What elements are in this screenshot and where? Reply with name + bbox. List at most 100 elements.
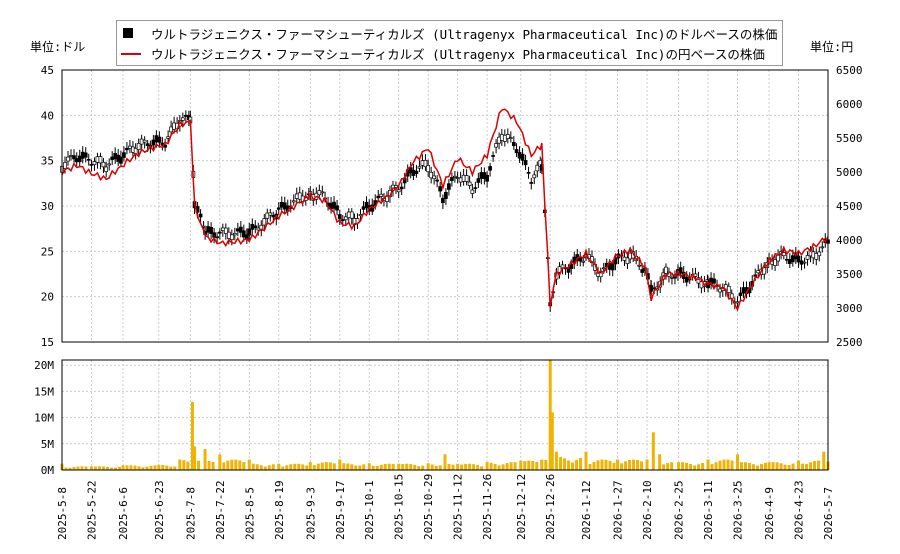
candle-body bbox=[86, 158, 91, 161]
x-tick-label: 2025-5-22 bbox=[85, 480, 98, 540]
volume-bar bbox=[413, 464, 417, 470]
candle-body bbox=[529, 182, 534, 184]
candle-body bbox=[139, 138, 144, 145]
x-tick-label: 2025-12-12 bbox=[515, 474, 528, 540]
candle-body bbox=[511, 142, 516, 147]
candle-body bbox=[74, 158, 79, 163]
volume-bar bbox=[97, 466, 101, 470]
candle-body bbox=[107, 163, 112, 166]
candle-body bbox=[622, 256, 627, 261]
volume-bar bbox=[64, 467, 68, 470]
volume-bar bbox=[289, 464, 293, 470]
right-tick-label: 5500 bbox=[836, 132, 863, 145]
x-tick-label: 2025-7-8 bbox=[184, 487, 197, 540]
volume-bar bbox=[308, 462, 312, 470]
volume-bar bbox=[247, 459, 251, 470]
volume-bar bbox=[730, 460, 734, 470]
candle-body bbox=[735, 301, 740, 304]
candle-body bbox=[72, 155, 76, 160]
volume-bar bbox=[238, 460, 242, 470]
x-tick-label: 2025-11-26 bbox=[481, 474, 494, 540]
volume-bar bbox=[105, 466, 109, 470]
candle-body bbox=[250, 223, 255, 230]
candle-body bbox=[476, 178, 481, 183]
candle-body bbox=[101, 161, 106, 168]
volume-bar bbox=[523, 461, 527, 470]
volume-bar bbox=[783, 464, 787, 470]
volume-bar bbox=[255, 464, 259, 470]
candle-body bbox=[232, 233, 237, 236]
candle-body bbox=[226, 231, 231, 239]
volume-bar bbox=[342, 463, 346, 470]
candle-body bbox=[89, 163, 94, 166]
volume-bar bbox=[600, 459, 604, 470]
candle-body bbox=[113, 153, 118, 160]
candle-body bbox=[385, 196, 389, 202]
volume-bar bbox=[84, 466, 88, 470]
volume-bar bbox=[575, 459, 579, 470]
volume-bar bbox=[658, 454, 662, 470]
candle-body bbox=[432, 175, 437, 180]
volume-bar bbox=[362, 464, 366, 470]
volume-bar bbox=[535, 462, 539, 470]
candle-body bbox=[447, 183, 451, 190]
volume-bar bbox=[548, 360, 552, 470]
candle-body bbox=[590, 256, 594, 264]
candle-body bbox=[276, 207, 281, 210]
candle-body bbox=[151, 139, 156, 146]
candle-body bbox=[253, 225, 258, 229]
left-tick-label: 20 bbox=[41, 291, 54, 304]
yen-price-line bbox=[61, 108, 829, 312]
candle-body bbox=[364, 201, 369, 209]
candle-body bbox=[787, 259, 792, 264]
volume-bar bbox=[434, 465, 438, 470]
volume-bar bbox=[358, 465, 362, 470]
candle-body bbox=[361, 206, 366, 210]
volume-bar bbox=[346, 463, 350, 470]
candle-body bbox=[235, 228, 240, 232]
legend-swatch-red bbox=[121, 53, 141, 55]
candle-body bbox=[98, 156, 103, 164]
volume-bar bbox=[710, 464, 714, 470]
x-tick-label: 2025-8-19 bbox=[273, 480, 286, 540]
candle-body bbox=[379, 193, 384, 197]
candle-body bbox=[584, 256, 588, 259]
candle-body bbox=[349, 211, 354, 219]
candle-body bbox=[271, 215, 276, 218]
candle-body bbox=[166, 136, 170, 139]
candle-body bbox=[696, 277, 701, 284]
candle-body bbox=[670, 276, 674, 279]
volume-bar bbox=[305, 465, 309, 470]
candle-body bbox=[92, 161, 97, 165]
candle-body bbox=[458, 177, 463, 183]
candle-body bbox=[799, 260, 804, 265]
x-tick-label: 2025-7-22 bbox=[214, 480, 227, 540]
volume-bar bbox=[367, 463, 371, 470]
candle-body bbox=[535, 164, 540, 172]
candle-body bbox=[444, 192, 448, 199]
candle-body bbox=[282, 202, 287, 210]
candle-body bbox=[625, 257, 630, 265]
volume-bar bbox=[222, 462, 226, 470]
volume-bar bbox=[501, 464, 505, 470]
candle-body bbox=[183, 114, 188, 117]
volume-bar bbox=[624, 461, 628, 470]
volume-bar bbox=[748, 462, 752, 470]
volume-bar bbox=[677, 462, 681, 470]
volume-bar bbox=[662, 464, 666, 470]
volume-bar bbox=[628, 459, 632, 470]
volume-bar bbox=[316, 463, 320, 470]
candle-body bbox=[80, 151, 85, 159]
candle-body bbox=[491, 155, 495, 157]
volume-bar bbox=[285, 465, 289, 470]
candle-body bbox=[781, 252, 786, 257]
volume-bar bbox=[513, 462, 517, 470]
right-tick-label: 3000 bbox=[836, 302, 863, 315]
candle-body bbox=[488, 166, 492, 171]
left-tick-label: 40 bbox=[41, 109, 54, 122]
candle-body bbox=[77, 155, 82, 163]
volume-bar bbox=[371, 465, 375, 470]
volume-bar bbox=[391, 464, 395, 470]
volume-bar bbox=[544, 459, 548, 470]
